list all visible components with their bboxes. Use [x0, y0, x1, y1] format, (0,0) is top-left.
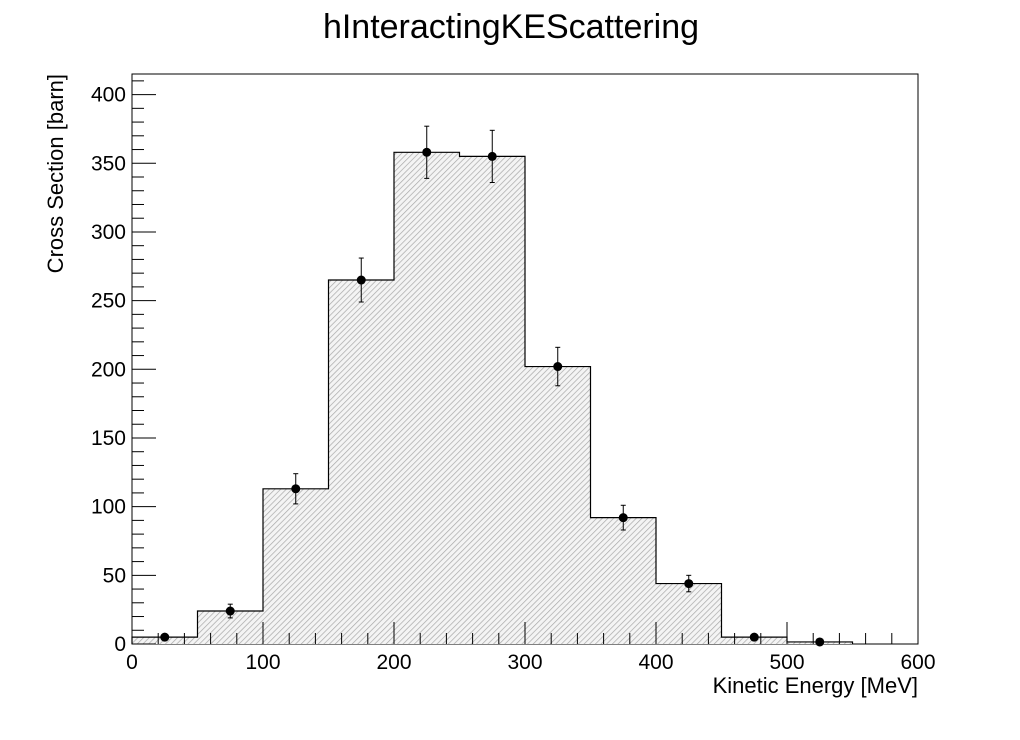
x-tick-label: 100 — [245, 651, 280, 674]
data-point — [815, 637, 825, 647]
x-tick-label: 600 — [900, 651, 935, 674]
x-tick-label: 300 — [507, 651, 542, 674]
histogram-bar — [263, 488, 329, 644]
y-axis-label: Cross Section [barn] — [43, 74, 68, 273]
data-point — [356, 275, 366, 285]
y-tick-label: 250 — [91, 290, 126, 313]
histogram-bar — [394, 152, 460, 644]
data-point — [225, 606, 235, 616]
histogram-bar — [525, 366, 591, 644]
histogram-bar — [328, 280, 394, 644]
data-point — [487, 151, 497, 161]
y-tick-label: 400 — [91, 84, 126, 107]
y-tick-label: 150 — [91, 427, 126, 450]
y-tick-label: 350 — [91, 152, 126, 175]
x-tick-label: 400 — [638, 651, 673, 674]
data-point — [160, 632, 170, 642]
x-tick-label: 500 — [769, 651, 804, 674]
histogram-bar — [459, 156, 525, 644]
x-axis-label: Kinetic Energy [MeV] — [713, 673, 918, 698]
data-point — [749, 632, 759, 642]
y-tick-label: 300 — [91, 221, 126, 244]
data-point — [291, 484, 301, 494]
histogram-bar — [656, 583, 722, 644]
data-point — [422, 147, 432, 157]
chart-title: hInteractingKEScattering — [323, 8, 699, 46]
y-tick-label: 0 — [114, 633, 126, 656]
y-tick-label: 100 — [91, 496, 126, 519]
x-tick-label: 0 — [126, 651, 138, 674]
data-point — [618, 513, 628, 523]
y-tick-label: 200 — [91, 358, 126, 381]
x-tick-label: 200 — [376, 651, 411, 674]
histogram-bar — [590, 517, 656, 644]
data-point — [553, 362, 563, 372]
data-point — [684, 579, 694, 589]
y-tick-label: 50 — [103, 564, 126, 587]
plot-area: 0 100 200 300 400 500 600 0 50 100 150 200 250 300 350… — [91, 73, 936, 674]
